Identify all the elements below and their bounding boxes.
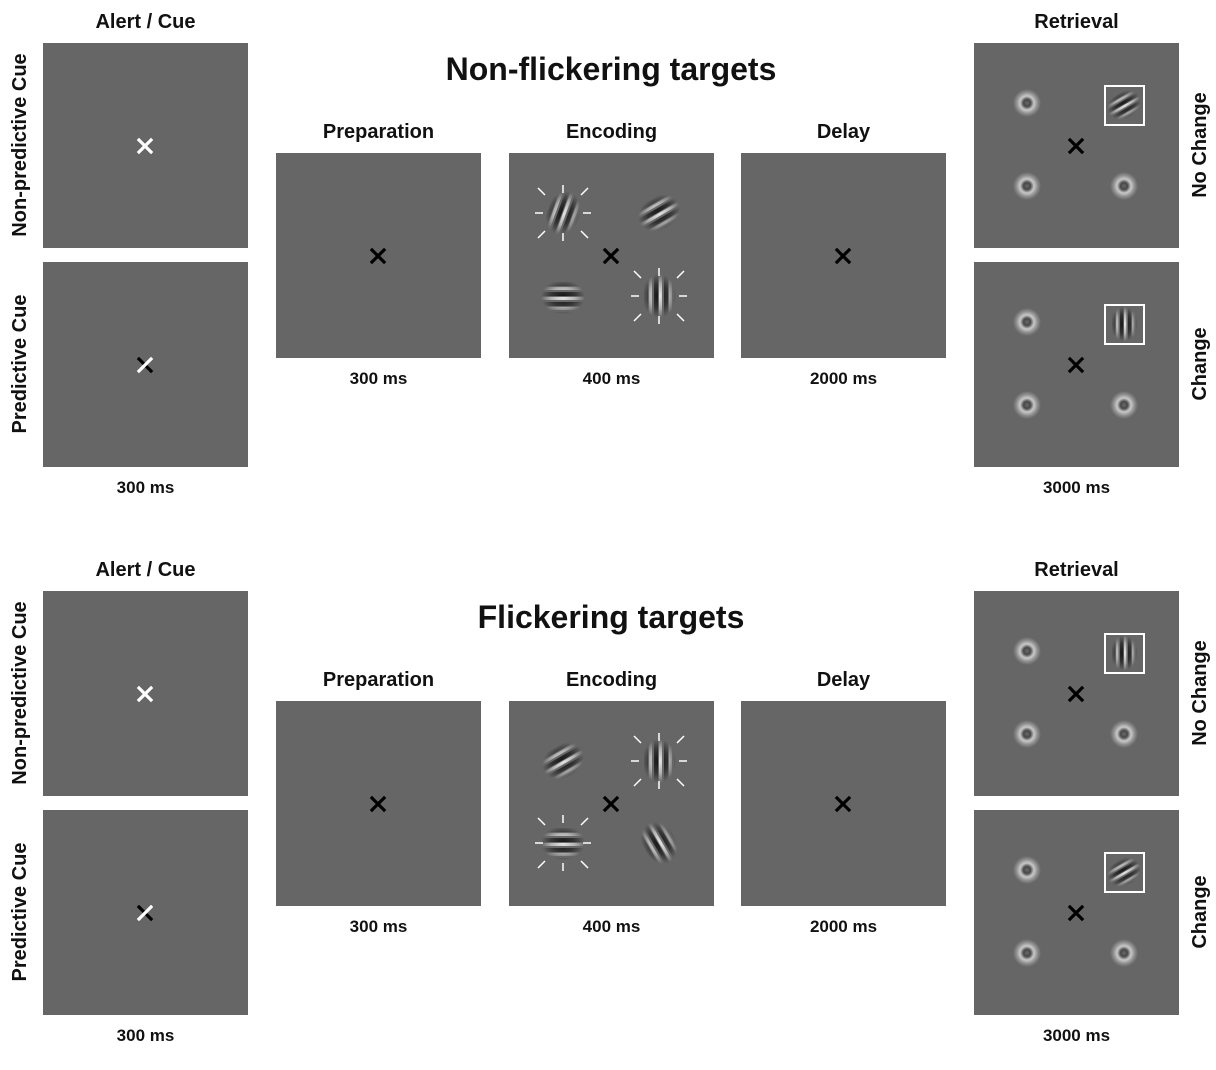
predictive-cue-label: Predictive Cue bbox=[9, 842, 31, 982]
placeholder-ring-icon bbox=[1013, 939, 1041, 967]
probe-frame bbox=[1104, 633, 1145, 674]
fixation-cross-white-icon bbox=[137, 686, 153, 702]
fixation-cross-icon bbox=[1068, 905, 1084, 921]
preparation-time: 300 ms bbox=[349, 369, 408, 388]
retrieval-panel-change bbox=[974, 262, 1179, 467]
retrieval-time: 3000 ms bbox=[1042, 478, 1111, 497]
retrieval-panel-no-change bbox=[974, 591, 1179, 796]
change-label: Change bbox=[1189, 327, 1211, 401]
section-flickering: Alert / Cue Non-predictive Cue Predictiv… bbox=[0, 548, 1216, 1070]
probe-frame bbox=[1104, 304, 1145, 345]
fixation-cross-icon bbox=[370, 796, 386, 812]
alert-panel-non-predictive bbox=[43, 43, 248, 248]
predictive-cue-cross-icon bbox=[137, 905, 153, 921]
fixation-cross-icon bbox=[603, 248, 619, 264]
delay-time: 2000 ms bbox=[809, 369, 878, 388]
placeholder-ring-icon bbox=[1013, 172, 1041, 200]
placeholder-ring-icon bbox=[1013, 637, 1041, 665]
retrieval-label: Retrieval bbox=[1034, 559, 1119, 581]
alert-panel-predictive bbox=[43, 262, 248, 467]
delay-label: Delay bbox=[816, 121, 871, 143]
preparation-panel bbox=[276, 153, 481, 358]
preparation-label: Preparation bbox=[322, 669, 435, 691]
encoding-label: Encoding bbox=[565, 669, 658, 691]
encoding-time: 400 ms bbox=[582, 369, 641, 388]
preparation-time: 300 ms bbox=[349, 917, 408, 936]
placeholder-ring-icon bbox=[1110, 720, 1138, 748]
fixation-cross-icon bbox=[1068, 138, 1084, 154]
preparation-panel bbox=[276, 701, 481, 906]
fixation-cross-icon bbox=[603, 796, 619, 812]
placeholder-ring-icon bbox=[1110, 172, 1138, 200]
non-predictive-cue-label: Non-predictive Cue bbox=[9, 601, 31, 785]
gabor-patch-icon bbox=[618, 807, 691, 884]
delay-label: Delay bbox=[816, 669, 871, 691]
no-change-label: No Change bbox=[1189, 640, 1211, 746]
delay-panel bbox=[741, 701, 946, 906]
section-title: Non-flickering targets bbox=[445, 51, 777, 87]
section-title: Flickering targets bbox=[477, 599, 745, 635]
fixation-cross-icon bbox=[1068, 686, 1084, 702]
placeholder-ring-icon bbox=[1110, 939, 1138, 967]
gabor-patch-icon bbox=[629, 731, 679, 791]
fixation-cross-icon bbox=[370, 248, 386, 264]
encoding-panel bbox=[509, 153, 714, 358]
probe-frame bbox=[1104, 852, 1145, 893]
retrieval-label: Retrieval bbox=[1034, 11, 1119, 33]
delay-panel bbox=[741, 153, 946, 358]
alert-time: 300 ms bbox=[116, 1026, 175, 1045]
no-change-label: No Change bbox=[1189, 92, 1211, 198]
gabor-patch-icon bbox=[525, 175, 593, 248]
predictive-cue-label: Predictive Cue bbox=[9, 294, 31, 434]
alert-cue-label: Alert / Cue bbox=[95, 559, 196, 581]
alert-panel-predictive bbox=[43, 810, 248, 1015]
placeholder-ring-icon bbox=[1013, 308, 1041, 336]
fixation-cross-icon bbox=[835, 796, 851, 812]
retrieval-panel-change bbox=[974, 810, 1179, 1015]
gabor-patch-icon bbox=[533, 267, 593, 317]
preparation-label: Preparation bbox=[322, 121, 435, 143]
fixation-cross-white-icon bbox=[137, 138, 153, 154]
retrieval-panel-no-change bbox=[974, 43, 1179, 248]
change-label: Change bbox=[1189, 875, 1211, 949]
alert-time: 300 ms bbox=[116, 478, 175, 497]
gabor-patch-icon bbox=[533, 813, 593, 863]
section-non-flickering: Alert / Cue Non-predictive Cue Predictiv… bbox=[0, 0, 1216, 522]
encoding-label: Encoding bbox=[565, 121, 658, 143]
alert-panel-non-predictive bbox=[43, 591, 248, 796]
fixation-cross-icon bbox=[835, 248, 851, 264]
gabor-patch-icon bbox=[618, 172, 695, 245]
placeholder-ring-icon bbox=[1013, 391, 1041, 419]
delay-time: 2000 ms bbox=[809, 917, 878, 936]
placeholder-ring-icon bbox=[1013, 720, 1041, 748]
placeholder-ring-icon bbox=[1110, 391, 1138, 419]
gabor-patch-icon bbox=[522, 720, 599, 793]
placeholder-ring-icon bbox=[1013, 89, 1041, 117]
encoding-panel bbox=[509, 701, 714, 906]
predictive-cue-cross-icon bbox=[137, 357, 153, 373]
probe-frame bbox=[1104, 85, 1145, 126]
gabor-patch-icon bbox=[629, 266, 679, 326]
encoding-time: 400 ms bbox=[582, 917, 641, 936]
retrieval-time: 3000 ms bbox=[1042, 1026, 1111, 1045]
alert-cue-label: Alert / Cue bbox=[95, 11, 196, 33]
fixation-cross-icon bbox=[1068, 357, 1084, 373]
non-predictive-cue-label: Non-predictive Cue bbox=[9, 53, 31, 237]
placeholder-ring-icon bbox=[1013, 856, 1041, 884]
